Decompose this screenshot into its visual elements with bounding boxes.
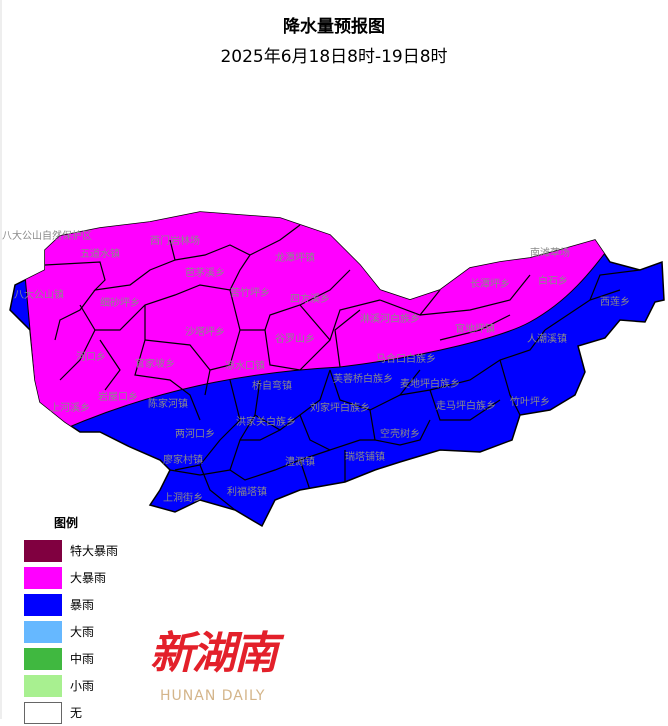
legend-label: 大暴雨 — [70, 571, 107, 585]
township-label: 洪家关白族乡 — [236, 415, 296, 428]
legend-item: 无 — [24, 699, 118, 726]
township-border — [240, 429, 281, 441]
township-border — [174, 379, 241, 471]
left-edge — [0, 0, 2, 719]
township-border — [59, 329, 96, 381]
township-label: 苦竹坪乡 — [230, 286, 270, 299]
township-border — [134, 305, 201, 421]
township-label: 走马坪白族乡 — [436, 399, 496, 412]
legend-label: 无 — [70, 706, 83, 720]
legend-item: 特大暴雨 — [24, 537, 118, 564]
legend-swatch — [24, 593, 62, 616]
township-border — [369, 409, 431, 446]
legend-swatch — [24, 566, 62, 589]
township-borders — [44, 224, 641, 511]
township-label: 沙塔坪乡 — [185, 325, 225, 338]
township-label: 官地坪镇 — [455, 322, 495, 335]
township-label: 岩屋口乡 — [98, 390, 138, 403]
township-border — [169, 469, 231, 476]
township-label: 瑞塔铺镇 — [345, 450, 385, 463]
township-border — [264, 299, 381, 371]
township-border — [299, 459, 311, 491]
township-label: 四方溪乡 — [290, 292, 330, 305]
township-label: 西莲乡 — [600, 296, 630, 308]
township-label: 刘家坪白族乡 — [310, 401, 370, 414]
watermark-en: HUNAN DAILY — [160, 688, 266, 704]
legend-item: 大雨 — [24, 618, 118, 645]
township-label: 空壳树乡 — [380, 427, 420, 440]
township-border — [79, 254, 251, 331]
township-label: 两河口乡 — [175, 428, 215, 440]
township-label: 芭茅溪乡 — [185, 266, 225, 279]
hunan-daily-watermark: 新湖南 HUNAN DAILY — [150, 628, 300, 718]
map-title: 降水量预报图 — [283, 17, 385, 37]
township-border — [439, 314, 511, 341]
map-subtitle: 2025年6月18日8时-19日8时 — [220, 47, 448, 67]
township-label: 凉水口镇 — [225, 359, 265, 372]
township-border — [399, 329, 546, 396]
township-border — [99, 339, 121, 391]
township-label: 八大公山自然保护区 — [2, 229, 92, 242]
township-border — [44, 239, 176, 291]
legend-label: 小雨 — [70, 679, 95, 693]
township-label: 官家坡乡 — [135, 357, 175, 370]
township-border — [174, 224, 301, 261]
watermark-cn: 新湖南 — [150, 628, 278, 679]
township-label: 淋溪河白族乡 — [360, 312, 420, 325]
township-label: 西门岩林场 — [150, 234, 200, 247]
legend-title: 图例 — [54, 516, 79, 530]
legend-item: 小雨 — [24, 672, 118, 699]
township-label: 谷罗山乡 — [275, 333, 315, 345]
legend-item: 中雨 — [24, 645, 118, 672]
township-border — [299, 304, 331, 341]
township-border — [209, 329, 241, 371]
legend: 图例 特大暴雨大暴雨暴雨大雨中雨小雨无 — [24, 514, 118, 726]
legend-label: 特大暴雨 — [70, 544, 119, 558]
township-border — [199, 464, 236, 511]
township-border — [499, 359, 521, 416]
township-label: 上洞街乡 — [163, 491, 203, 504]
township-label: 五道水镇 — [80, 247, 120, 260]
township-label: 上河溪乡 — [50, 402, 90, 414]
legend-swatch — [24, 674, 62, 697]
township-label: 竹叶坪乡 — [510, 395, 550, 408]
township-label: 长潭坪乡 — [470, 277, 510, 290]
township-label: 廖家村镇 — [163, 453, 203, 466]
legend-label: 暴雨 — [70, 598, 95, 612]
legend-swatch — [24, 539, 62, 562]
township-border — [419, 274, 531, 316]
township-label: 南滩草场 — [530, 246, 570, 259]
township-label: 麦地坪白族乡 — [400, 377, 460, 390]
township-label: 芙蓉桥白族乡 — [333, 372, 393, 385]
township-border — [144, 339, 211, 396]
township-label: 澧源镇 — [285, 455, 315, 468]
township-border — [54, 289, 96, 341]
legend-label: 中雨 — [70, 652, 95, 666]
township-label: 陈家河镇 — [148, 397, 188, 410]
township-border — [334, 309, 361, 368]
township-label: 龙潭坪镇 — [275, 251, 315, 264]
township-label: 白石乡 — [538, 274, 568, 287]
legend-swatch — [24, 647, 62, 670]
legend-swatch — [24, 701, 62, 724]
township-label: 桥自弯镇 — [252, 379, 292, 392]
legend-label: 大雨 — [70, 625, 95, 639]
township-label: 马合口白族乡 — [376, 352, 436, 365]
township-border — [429, 389, 501, 421]
township-border — [589, 269, 641, 301]
township-label: 河口乡 — [76, 351, 106, 363]
township-label: 八大公山镇 — [14, 288, 64, 301]
legend-item: 大暴雨 — [24, 564, 118, 591]
legend-swatch — [24, 620, 62, 643]
township-label: 人潮溪镇 — [527, 332, 567, 345]
township-label: 细砂坪乡 — [100, 296, 140, 309]
township-label: 利福塔镇 — [227, 485, 267, 498]
township-border — [254, 369, 331, 431]
legend-item: 暴雨 — [24, 591, 118, 618]
